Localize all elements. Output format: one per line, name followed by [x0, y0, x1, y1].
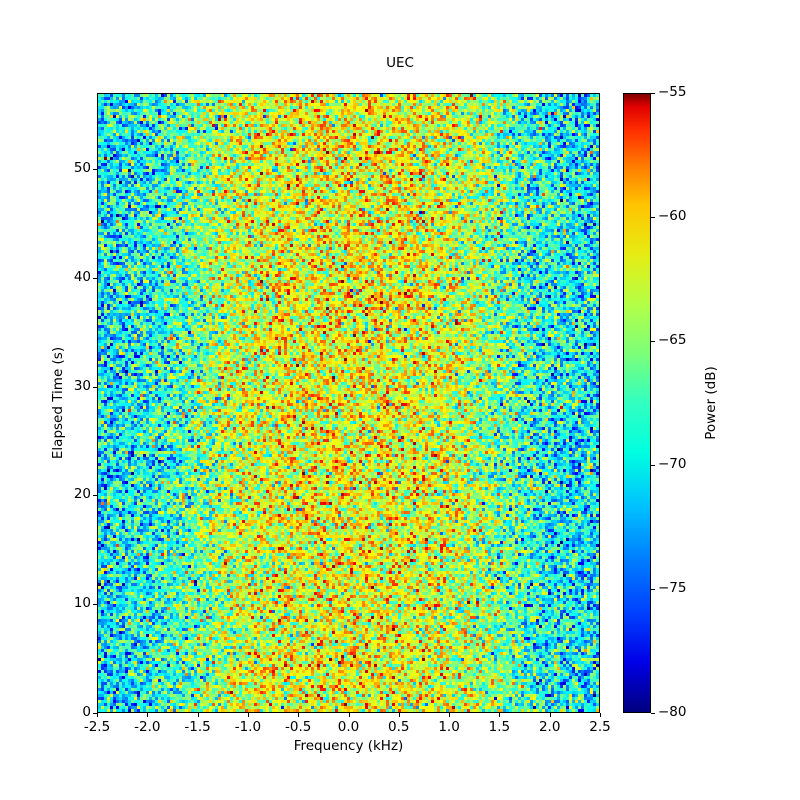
y-tick: [93, 386, 97, 388]
x-tick: [549, 713, 551, 717]
colorbar: [623, 93, 651, 713]
spectrogram-image: [98, 94, 599, 712]
x-tick: [499, 713, 501, 717]
x-tick-label: 0.0: [337, 719, 360, 735]
colorbar-tick: [651, 465, 655, 466]
x-tick: [247, 713, 249, 717]
y-tick: [93, 713, 97, 714]
colorbar-tick: [651, 341, 655, 342]
y-tick-label: 10: [73, 595, 91, 612]
x-tick: [147, 713, 149, 717]
x-tick: [197, 713, 199, 717]
x-tick-label: -1.0: [234, 719, 262, 735]
colorbar-tick-label: −65: [658, 332, 687, 348]
colorbar-tick: [651, 217, 655, 218]
x-tick-label: -2.5: [83, 719, 111, 735]
x-tick-label: 2.0: [538, 719, 561, 735]
colorbar-tick-label: −70: [658, 456, 687, 472]
x-tick: [600, 713, 601, 717]
y-tick: [93, 277, 97, 279]
x-tick: [298, 713, 300, 717]
x-axis-label: Frequency (kHz): [293, 738, 404, 754]
colorbar-tick: [651, 713, 655, 714]
x-tick-label: -2.0: [134, 719, 161, 735]
colorbar-tick: [651, 589, 655, 590]
y-tick: [93, 604, 97, 606]
x-tick: [449, 713, 451, 717]
y-axis-label: Elapsed Time (s): [50, 346, 66, 460]
colorbar-label: Power (dB): [703, 366, 719, 440]
y-tick-label: 30: [73, 377, 91, 394]
spectrogram-plot-area: [97, 93, 600, 713]
x-tick-label: 0.5: [388, 719, 410, 735]
x-tick: [348, 713, 350, 717]
colorbar-tick-label: −60: [658, 208, 687, 224]
x-tick: [398, 713, 400, 717]
title-line-station: UEC: [386, 55, 414, 71]
y-tick-label: 50: [73, 160, 91, 177]
colorbar-tick-label: −80: [658, 704, 687, 720]
colorbar-tick: [651, 93, 655, 94]
x-tick-label: 1.5: [488, 719, 511, 735]
x-tick-label: 2.5: [589, 719, 611, 735]
x-tick-label: -0.5: [285, 719, 312, 735]
y-tick: [93, 495, 97, 497]
x-tick-label: 1.0: [438, 719, 460, 735]
y-tick: [93, 169, 97, 171]
y-tick-label: 0: [82, 704, 91, 720]
y-tick-label: 40: [73, 268, 91, 285]
colorbar-tick-label: −55: [658, 84, 687, 100]
x-tick-label: -1.5: [184, 719, 211, 735]
x-tick: [97, 713, 98, 717]
colorbar-tick-label: −75: [658, 580, 687, 596]
y-tick-label: 20: [73, 486, 91, 503]
